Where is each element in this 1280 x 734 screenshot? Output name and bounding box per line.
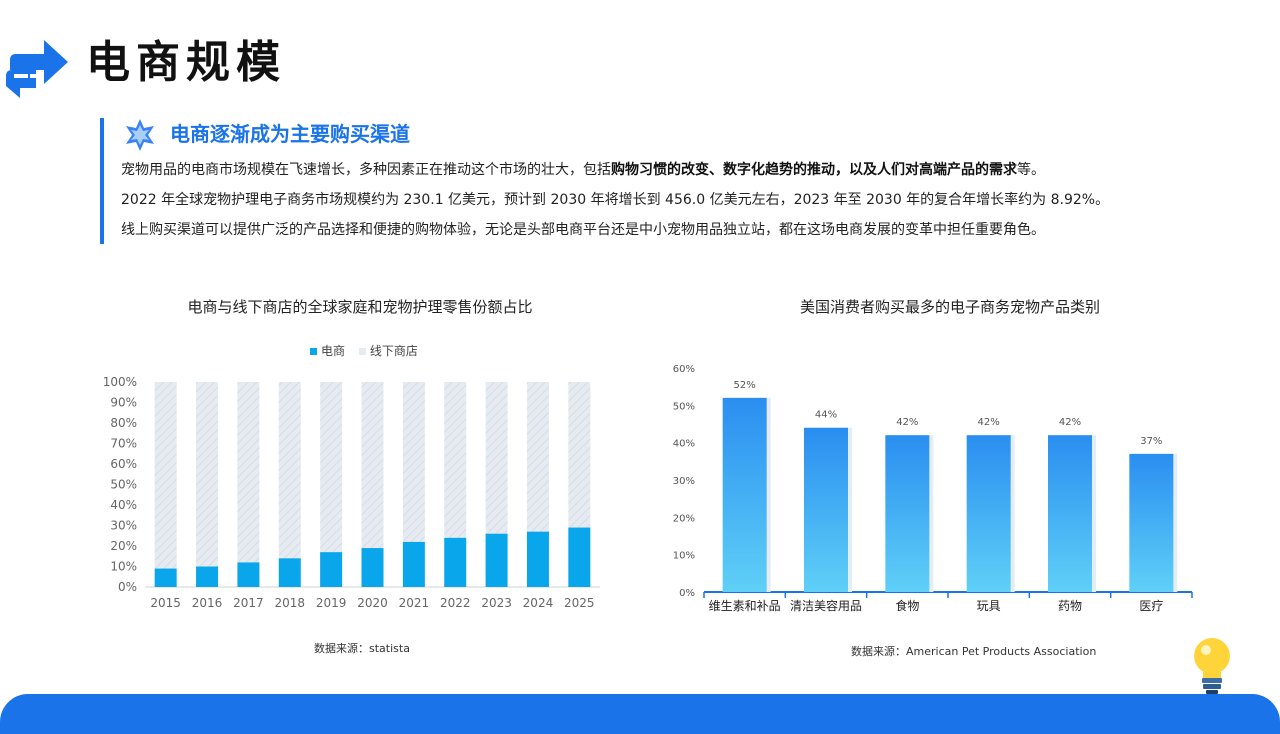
bar-value-label: 42% xyxy=(896,417,918,428)
right-chart-source: 数据来源：American Pet Products Association xyxy=(851,645,1097,658)
bar-ecommerce xyxy=(154,568,177,587)
y-tick-label: 0% xyxy=(118,580,137,594)
lightbulb-icon xyxy=(1194,638,1230,694)
x-tick-label: 2015 xyxy=(150,596,181,610)
legend-swatch-offline xyxy=(358,348,366,355)
bar xyxy=(722,397,767,592)
section-heading: 电商逐渐成为主要购买渠道 xyxy=(170,122,410,146)
y-tick-label: 30% xyxy=(673,476,695,487)
x-category-label: 清洁美容用品 xyxy=(790,598,862,613)
bar-offline xyxy=(278,382,301,559)
y-tick-label: 20% xyxy=(673,513,695,524)
paragraph-1-lead: 宠物用品的电商市场规模在飞速增长，多种因素正在推动这个市场的壮大，包括 xyxy=(121,162,611,178)
bar-ecommerce xyxy=(444,537,467,587)
bar-offline xyxy=(320,382,343,553)
legend-label-offline: 线下商店 xyxy=(369,344,418,358)
y-tick-label: 30% xyxy=(110,519,137,533)
y-tick-label: 50% xyxy=(673,401,695,412)
left-chart-legend: 电商 线下商店 xyxy=(310,342,428,359)
right-chart-title: 美国消费者购买最多的电子商务宠物产品类别 xyxy=(799,298,1100,316)
x-tick-label: 2023 xyxy=(481,596,512,610)
paragraph-1: 宠物用品的电商市场规模在飞速增长，多种因素正在推动这个市场的壮大，包括购物习惯的… xyxy=(121,160,1045,180)
left-chart: 0% 10% 20% 30% 40% 50% 60% 70% 80% 90% 100% 2015 201… xyxy=(103,375,600,610)
bar-ecommerce xyxy=(485,533,508,587)
bar-ecommerce xyxy=(237,562,260,587)
bar xyxy=(885,435,930,592)
bar-offline xyxy=(196,382,219,567)
bar-value-label: 44% xyxy=(815,410,837,421)
legend-item-ecommerce: 电商 xyxy=(310,344,345,358)
x-tick-label: 2024 xyxy=(523,596,554,610)
bar-ecommerce xyxy=(361,548,384,587)
bar-offline xyxy=(361,382,384,549)
paragraph-1-tail: 等。 xyxy=(1017,162,1045,178)
y-tick-label: 20% xyxy=(110,539,137,553)
x-category-label: 医疗 xyxy=(1139,599,1163,613)
x-category-label: 药物 xyxy=(1058,599,1082,613)
legend-swatch-ecommerce xyxy=(310,348,317,355)
paragraph-2: 2022 年全球宠物护理电子商务市场规模约为 230.1 亿美元，预计到 203… xyxy=(121,192,1110,208)
bar xyxy=(1129,453,1174,592)
x-tick-label: 2019 xyxy=(316,596,347,610)
paragraph-3: 线上购买渠道可以提供广泛的产品选择和便捷的购物体验，无论是头部电商平台还是中小宠… xyxy=(121,222,1045,238)
bar-ecommerce xyxy=(402,541,425,587)
bar-value-label: 42% xyxy=(1059,417,1081,428)
y-tick-label: 40% xyxy=(110,498,137,512)
accent-bar xyxy=(100,118,104,244)
bar-ecommerce xyxy=(196,566,219,587)
left-chart-source: 数据来源：statista xyxy=(314,642,410,655)
bar-offline xyxy=(568,382,591,528)
y-tick-label: 90% xyxy=(110,396,137,410)
y-tick-label: 50% xyxy=(110,478,137,492)
star-badge-icon xyxy=(126,119,154,151)
y-tick-label: 60% xyxy=(110,457,137,471)
y-tick-label: 10% xyxy=(673,551,695,562)
bar-offline xyxy=(237,382,260,563)
y-tick-label: 10% xyxy=(110,560,137,574)
x-tick-label: 2017 xyxy=(233,596,264,610)
bar-ecommerce xyxy=(320,552,343,587)
x-tick-label: 2025 xyxy=(564,596,595,610)
bar-value-label: 52% xyxy=(734,380,756,391)
y-tick-label: 0% xyxy=(679,588,695,599)
bar-ecommerce xyxy=(568,527,591,587)
x-tick-label: 2022 xyxy=(440,596,471,610)
intro-section: 电商逐渐成为主要购买渠道 宠物用品的电商市场规模在飞速增长，多种因素正在推动这个… xyxy=(100,118,1240,244)
y-tick-label: 100% xyxy=(103,375,137,389)
legend-item-offline: 线下商店 xyxy=(358,344,418,358)
bar xyxy=(1048,435,1092,592)
bar-offline xyxy=(154,382,177,569)
bar-offline xyxy=(526,382,549,532)
bar-value-label: 42% xyxy=(978,417,1000,428)
logo-arrow-icon xyxy=(6,40,68,98)
bar-offline xyxy=(444,382,467,538)
x-category-label: 食物 xyxy=(895,598,919,613)
paragraph-1-emphasis: 购物习惯的改变、数字化趋势的推动，以及人们对高端产品的需求 xyxy=(611,162,1017,178)
bar-offline xyxy=(485,382,508,534)
page-title: 电商规模 xyxy=(86,37,286,88)
x-tick-label: 2020 xyxy=(357,596,388,610)
y-tick-label: 80% xyxy=(110,416,137,430)
x-category-label: 玩具 xyxy=(977,599,1001,613)
bar xyxy=(804,427,848,592)
x-tick-label: 2016 xyxy=(192,596,223,610)
bottom-band xyxy=(0,694,1280,734)
left-chart-title: 电商与线下商店的全球家庭和宠物护理零售份额占比 xyxy=(187,298,533,316)
right-chart: 0% 10% 20% 30% 40% 50% 60% 52% 维生素和补品 44% 清洁美容用品 42… xyxy=(673,364,1193,613)
x-category-label: 维生素和补品 xyxy=(709,599,781,613)
x-tick-label: 2018 xyxy=(274,596,305,610)
y-tick-label: 70% xyxy=(110,437,137,451)
bar-ecommerce xyxy=(526,531,549,587)
bar-offline xyxy=(402,382,425,542)
x-tick-label: 2021 xyxy=(399,596,430,610)
legend-label-ecommerce: 电商 xyxy=(321,344,346,358)
bar xyxy=(966,435,1011,592)
bar-value-label: 37% xyxy=(1140,436,1162,447)
bar-ecommerce xyxy=(278,558,301,587)
y-tick-label: 40% xyxy=(673,439,695,450)
y-tick-label: 60% xyxy=(673,364,695,375)
